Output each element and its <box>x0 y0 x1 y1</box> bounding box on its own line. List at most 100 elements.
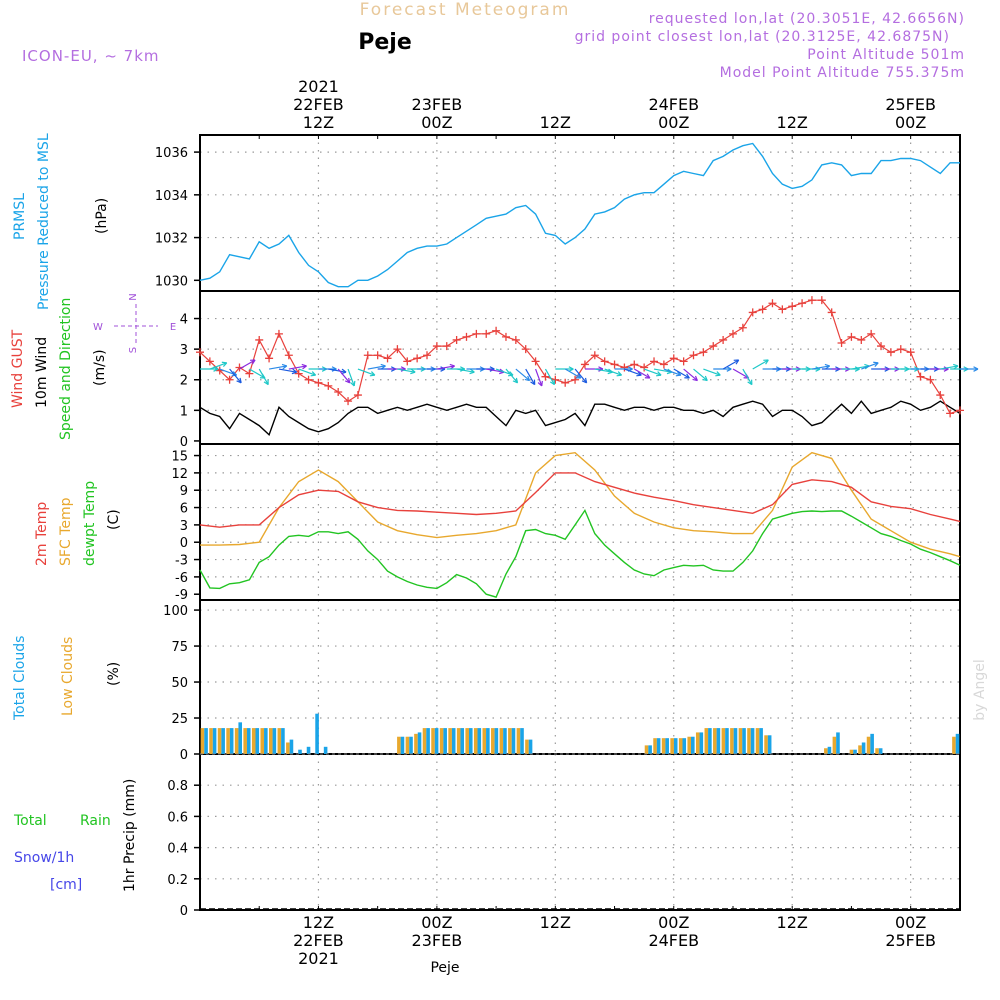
total-clouds-bar <box>281 728 285 754</box>
top-time-label: 25FEB <box>885 95 936 114</box>
temp-2m-series-line <box>199 472 961 528</box>
low-clouds-bar <box>234 728 239 754</box>
wind-gust-label: Wind GUST <box>10 329 26 408</box>
pressure-frame <box>199 134 961 292</box>
compass-w: W <box>93 322 103 333</box>
total-clouds-bar <box>750 728 755 754</box>
wind-arrow <box>397 368 416 373</box>
low-clouds-bar <box>687 736 692 754</box>
wind-arrow-head <box>581 377 588 384</box>
low-clouds-bar <box>422 728 427 754</box>
total-clouds-bar <box>699 732 704 754</box>
wind-arrow-head <box>684 373 690 379</box>
wind-arrow-head <box>369 371 376 377</box>
total-clouds-bar <box>468 728 473 754</box>
celsius-unit-label: (C) <box>106 509 122 530</box>
wind-arrow-head <box>449 363 455 370</box>
wind-arrow <box>574 368 588 384</box>
total-clouds-bar <box>878 748 883 754</box>
gust-point <box>284 351 293 360</box>
precip-panel: 0 0.2 0.4 0.6 0.8 <box>167 753 961 919</box>
wind-arrow-head <box>524 375 531 382</box>
total-clouds-bar <box>494 728 499 754</box>
total-clouds-bar <box>246 728 251 754</box>
wind-arrow <box>249 368 266 379</box>
low-clouds-bar <box>704 728 709 754</box>
wind-ytick-label: 4 <box>180 313 188 328</box>
total-clouds-bar <box>673 738 678 754</box>
total-clouds-bar <box>528 739 533 754</box>
panels: 103010321034103601234-9-6-30369121502550… <box>155 134 979 919</box>
wind-arrow <box>357 368 376 376</box>
dewpt-temp-label: dewpt Temp <box>82 481 98 566</box>
bottom-time-label: 12Z <box>303 913 334 932</box>
hpa-unit-label: (hPa) <box>94 198 110 234</box>
total-clouds-bar <box>426 728 430 754</box>
gust-point <box>886 348 895 357</box>
gust-point <box>719 335 728 344</box>
wind-arrow <box>258 368 269 385</box>
wind-ytick-label: 3 <box>180 343 188 358</box>
wind-arrow <box>564 368 582 379</box>
gust-point <box>956 406 964 415</box>
low-clouds-bar <box>952 736 956 754</box>
wind-arrow <box>742 368 753 385</box>
wind-arrow-head <box>656 371 662 377</box>
precip-ytick-label: 0.4 <box>167 842 188 857</box>
precip-ytick-label: 0.6 <box>167 810 188 825</box>
wind-arrow-head <box>469 368 475 375</box>
gust-point <box>482 329 491 338</box>
point-altitude: Point Altitude 501m <box>807 47 965 63</box>
bottom-time-label: 24FEB <box>648 931 699 950</box>
1hr-precip-label: 1hr Precip (mm) <box>122 779 138 892</box>
clouds-panel-labels: Total Clouds Low Clouds (%) <box>12 636 122 721</box>
gust-point <box>679 357 688 366</box>
low-clouds-bar <box>431 728 435 754</box>
wind-arrow <box>624 368 642 376</box>
low-clouds-bar <box>670 738 674 754</box>
wind-arrow <box>347 368 355 387</box>
station-title: Peje <box>358 30 412 55</box>
low-clouds-bar <box>730 728 734 754</box>
pressure-ytick-label: 1030 <box>155 274 188 289</box>
low-clouds-bar <box>747 728 751 754</box>
wind-arrow <box>544 368 555 385</box>
wind-arrow <box>683 368 698 382</box>
wind-arrow <box>673 368 690 379</box>
gust-point <box>946 409 955 418</box>
low-clouds-bar <box>397 736 401 754</box>
gust-point <box>827 308 836 317</box>
top-time-label: 00Z <box>895 113 926 132</box>
gust-point <box>334 387 343 396</box>
total-clouds-bar <box>691 736 695 754</box>
low-clouds-bar <box>858 745 862 754</box>
total-clouds-bar <box>204 728 208 754</box>
wind-arrow <box>229 368 242 384</box>
total-clouds-bar <box>315 713 319 754</box>
total-clouds-bar <box>460 728 465 754</box>
compass-s: S <box>128 347 139 353</box>
gust-point <box>659 360 668 369</box>
total-clouds-bar <box>238 722 243 754</box>
low-clouds-bar <box>644 745 649 754</box>
wind-arrow <box>861 362 879 370</box>
gust-point <box>314 378 323 387</box>
low-clouds-bar <box>738 728 743 754</box>
low-clouds-bar <box>260 728 265 754</box>
footer-station: Peje <box>430 960 459 976</box>
low-clouds-bar <box>439 728 444 754</box>
speed-direction-label: Speed and Direction <box>58 298 74 440</box>
low-clouds-bar <box>456 728 461 754</box>
low-clouds-bar <box>653 738 657 754</box>
gust-point <box>610 360 619 369</box>
gust-point <box>906 348 915 357</box>
temperature-ytick-label: -9 <box>175 588 188 603</box>
wind-arrow-head <box>291 368 298 375</box>
wind-arrow-head <box>953 363 959 370</box>
gust-point <box>413 354 422 363</box>
precip-panel-labels: Total Rain Snow/1h [cm] 1hr Precip (mm) <box>13 779 138 893</box>
grid-lines <box>200 135 960 911</box>
total-clouds-bar <box>853 749 857 754</box>
clouds-panel: 0 25 50 75 100 <box>163 599 961 763</box>
bottom-time-label: 12Z <box>540 913 571 932</box>
